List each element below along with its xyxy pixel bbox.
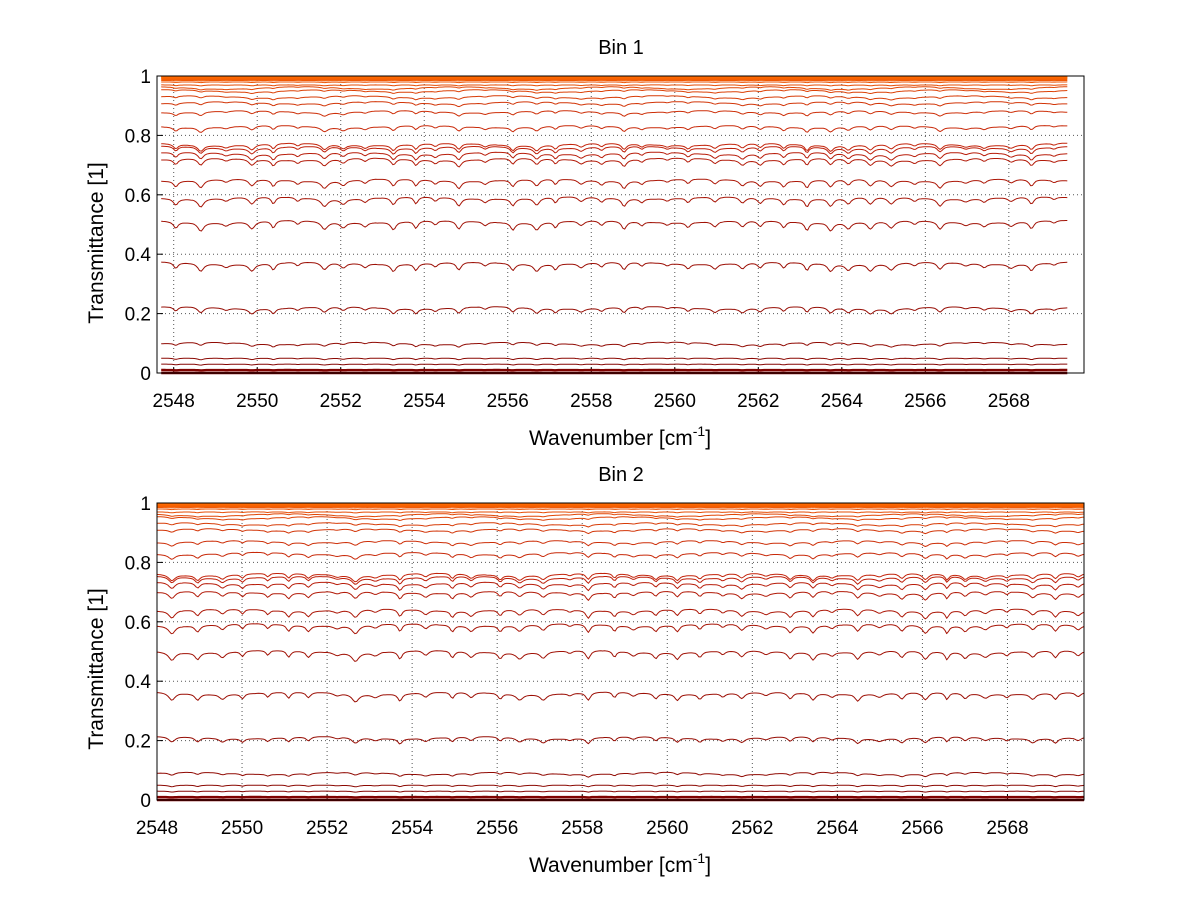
x-tick-label: 2552	[306, 818, 348, 839]
x-tick-label: 2558	[570, 391, 612, 412]
x-tick-label: 2566	[901, 818, 943, 839]
x-tick-label: 2554	[403, 391, 446, 412]
spectrum-line	[161, 261, 1068, 273]
x-tick-label: 2562	[737, 391, 779, 412]
y-tick-label: 0.6	[125, 186, 151, 207]
spectrum-line	[156, 790, 1085, 793]
y-tick-label: 0.8	[125, 126, 151, 147]
x-tick-label: 2548	[153, 391, 195, 412]
spectrum-line	[157, 540, 1085, 547]
spectrum-line	[161, 89, 1068, 94]
axes-box	[156, 75, 1085, 374]
spectrum-line	[161, 220, 1068, 232]
y-tick-label: 0.2	[125, 305, 151, 326]
spectrum-line	[161, 95, 1068, 101]
spectrum-line	[161, 341, 1068, 348]
spectrum-line	[161, 84, 1068, 87]
spectrum-line	[161, 306, 1068, 315]
spectrum-line	[156, 591, 1085, 601]
x-tick-label: 2550	[236, 391, 278, 412]
x-tick-label: 2568	[988, 391, 1030, 412]
spectrum-line	[161, 151, 1068, 161]
spectrum-line	[161, 86, 1068, 91]
x-axis-label: Wavenumber [cm-1]	[529, 423, 711, 450]
spectrum-line	[156, 691, 1085, 703]
spectrum-line	[161, 178, 1068, 190]
x-tick-label: 2552	[320, 391, 362, 412]
x-axis-label-main: Wavenumber [cm	[529, 427, 693, 450]
spectrum-line	[156, 581, 1085, 592]
spectrum-line	[156, 608, 1085, 620]
spectrum-line	[161, 357, 1068, 361]
y-tick-label: 0.2	[125, 732, 151, 753]
x-tick-label: 2548	[136, 818, 178, 839]
x-tick-label: 2554	[391, 818, 434, 839]
chart-title: Bin 2	[598, 464, 644, 486]
spectrum-line	[161, 110, 1068, 117]
spectrum-line	[156, 551, 1085, 560]
y-tick-labels: 0 0.2 0.4 0.6 0.8 1	[125, 494, 152, 812]
spectrum-line	[157, 522, 1085, 528]
spectrum-line	[157, 508, 1085, 511]
x-tick-label: 2556	[487, 391, 529, 412]
y-axis-label: Transmittance [1]	[85, 162, 108, 323]
spectrum-line	[157, 516, 1085, 521]
chart-title: Bin 1	[598, 37, 644, 59]
spectrum-line	[161, 101, 1068, 108]
chart-panel-bin2: Bin 2 2548 2550 2552 2554 2556 2558 2560 2562 25…	[85, 464, 1085, 877]
spectrum-line	[156, 576, 1085, 585]
chart-panel-bin1: Bin 1 2548 2550 2552 2554 2556 2558 2560 2562 25…	[85, 37, 1085, 450]
spectrum-line	[161, 81, 1068, 84]
spectrum-line	[156, 513, 1085, 518]
x-axis-label-superscript: -1	[693, 423, 706, 439]
x-tick-label: 2568	[986, 818, 1028, 839]
y-tick-label: 1	[140, 494, 151, 515]
spectrum-line	[157, 736, 1085, 745]
y-tick-labels: 0 0.2 0.4 0.6 0.8 1	[125, 67, 152, 385]
x-tick-label: 2566	[904, 391, 946, 412]
spectrum-line	[156, 650, 1085, 662]
y-tick-label: 0	[140, 364, 151, 385]
spectrum-line	[156, 784, 1085, 788]
x-tick-label: 2564	[821, 391, 864, 412]
spectrum-line	[161, 142, 1068, 152]
x-tick-label: 2550	[221, 818, 263, 839]
x-tick-label: 2564	[816, 818, 859, 839]
y-tick-label: 0.8	[125, 553, 151, 574]
x-tick-label: 2560	[646, 818, 688, 839]
x-axis-label: Wavenumber [cm-1]	[529, 850, 711, 877]
x-tick-label: 2558	[561, 818, 603, 839]
spectrum-line	[156, 572, 1085, 583]
spectrum-line	[157, 507, 1085, 509]
spectrum-line	[161, 363, 1068, 366]
x-tick-labels: 2548 2550 2552 2554 2556 2558 2560 2562 2564 2566…	[136, 818, 1029, 839]
y-tick-label: 0	[140, 791, 151, 812]
spectrum-line	[161, 80, 1068, 82]
spectrum-line	[156, 623, 1085, 635]
x-tick-label: 2562	[731, 818, 773, 839]
axes-box	[156, 502, 1085, 801]
y-tick-label: 0.6	[125, 613, 151, 634]
spectrum-line	[157, 528, 1085, 535]
x-axis-label-end: ]	[705, 427, 711, 450]
spectrum-line	[161, 125, 1068, 133]
y-tick-label: 0.4	[125, 672, 152, 693]
x-tick-labels: 2548 2550 2552 2554 2556 2558 2560 2562 2564 2566…	[153, 391, 1030, 412]
series-group	[156, 502, 1085, 802]
spectrum-line	[157, 771, 1085, 778]
y-tick-label: 1	[140, 67, 151, 88]
x-tick-label: 2556	[476, 818, 518, 839]
y-axis-label: Transmittance [1]	[85, 588, 108, 749]
x-axis-label-end: ]	[705, 854, 711, 877]
y-tick-label: 0.4	[125, 245, 152, 266]
x-axis-label-main: Wavenumber [cm	[529, 854, 693, 877]
spectrum-line	[161, 145, 1068, 155]
x-tick-label: 2560	[654, 391, 696, 412]
spectrum-line	[161, 196, 1068, 208]
spectrum-line	[161, 157, 1068, 168]
x-axis-label-superscript: -1	[693, 850, 706, 866]
spectrum-line	[157, 511, 1085, 514]
